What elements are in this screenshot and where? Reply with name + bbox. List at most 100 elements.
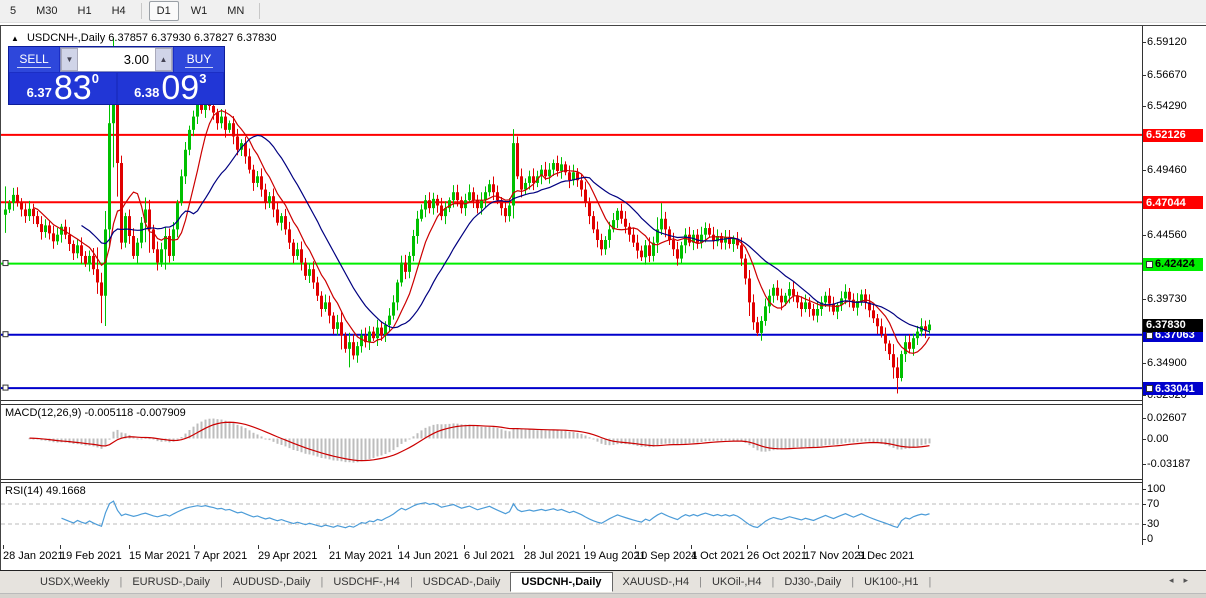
chart-ohlc-values: 6.37857 6.37930 6.37827 6.37830: [108, 32, 277, 44]
rsi-tick: 100: [1147, 483, 1166, 495]
price-tick-mark: [1142, 170, 1146, 172]
price-tick-mark: [1142, 299, 1146, 301]
price-tick-mark: [1142, 106, 1146, 108]
buy-price[interactable]: 6.38 09 3: [117, 71, 223, 105]
chart-tab-usdcad-daily[interactable]: USDCAD-,Daily: [422, 576, 501, 588]
sell-price[interactable]: 6.37 83 0: [10, 71, 116, 105]
date-tick-mark: [129, 545, 130, 549]
chart-tab-usdx-weekly[interactable]: USDX,Weekly: [40, 576, 110, 588]
panel-divider: [1, 482, 1142, 483]
chart-tab-xauusd-h4[interactable]: XAUUSD-,H4: [622, 576, 690, 588]
date-label: 19 Feb 2021: [60, 550, 122, 562]
tab-separator: |: [409, 576, 413, 588]
tab-separator: |: [928, 576, 932, 588]
rsi-tick-mark: [1142, 524, 1146, 525]
price-tick-mark: [1142, 42, 1146, 43]
volume-up-button[interactable]: ▲: [155, 48, 172, 71]
macd-tick: -0.03187: [1147, 457, 1191, 470]
date-tick-mark: [398, 545, 399, 549]
price-tick: 6.34900: [1147, 357, 1187, 370]
macd-tick: 0.00: [1147, 432, 1169, 445]
date-label: 10 Sep 2021: [635, 550, 698, 562]
date-label: 4 Oct 2021: [691, 550, 745, 562]
line-handle-icon: [1146, 385, 1153, 393]
chart-tab-bar: USDX,Weekly | EURUSD-,Daily | AUDUSD-,Daily |…: [0, 571, 1206, 593]
volume-input[interactable]: 3.00: [78, 48, 155, 71]
collapse-icon[interactable]: ▲: [11, 34, 19, 43]
date-label: 29 Apr 2021: [258, 550, 318, 562]
macd-tick-mark: [1142, 463, 1146, 465]
rsi-chart[interactable]: [1, 482, 1142, 545]
chart-tab-usdcnh-daily[interactable]: USDCNH-,Daily: [510, 572, 613, 592]
timeframe-button-mn[interactable]: MN: [227, 5, 245, 17]
chart-tab-audusd-daily[interactable]: AUDUSD-,Daily: [232, 576, 311, 588]
price-axis-line: [1142, 26, 1143, 545]
line-handle-icon: [1146, 260, 1153, 268]
date-tick-mark: [747, 545, 748, 549]
tab-separator: |: [699, 576, 702, 588]
date-tick-mark: [3, 545, 4, 549]
price-tick: 6.49460: [1147, 164, 1187, 177]
hline-price-badge: 6.47044: [1143, 196, 1203, 210]
chart-symbol: USDCNH-,Daily: [26, 32, 106, 44]
macd-tick-mark: [1142, 438, 1146, 440]
date-label: 9 Dec 2021: [858, 550, 915, 562]
macd-chart[interactable]: [1, 404, 1142, 479]
chart-title: ▲ USDCNH-,Daily 6.37857 6.37930 6.37827 …: [11, 32, 277, 44]
date-label: 19 Aug 2021: [584, 550, 646, 562]
up-arrow-icon: ▲: [159, 55, 168, 64]
price-tick: 6.56670: [1147, 68, 1187, 81]
tab-separator: |: [320, 576, 324, 588]
rsi-tick: 0: [1147, 533, 1154, 545]
chart-tab-uk100-h1[interactable]: UK100-,H1: [864, 576, 919, 588]
panel-divider: [1, 479, 1142, 480]
date-tick-mark: [804, 545, 805, 549]
date-label: 17 Nov 2021: [804, 550, 867, 562]
sell-button[interactable]: SELL: [9, 47, 59, 72]
price-tick-mark: [1142, 74, 1146, 76]
buy-button[interactable]: BUY: [174, 47, 224, 72]
chart-tab-dj30-daily[interactable]: DJ30-,Daily: [784, 576, 842, 588]
date-label: 7 Apr 2021: [194, 550, 248, 562]
rsi-label: RSI(14) 49.1668: [5, 485, 86, 497]
date-label: 6 Jul 2021: [464, 550, 515, 562]
price-tick-mark: [1142, 363, 1146, 365]
rsi-tick: 70: [1147, 498, 1160, 510]
date-label: 28 Jan 2021: [3, 550, 64, 562]
panel-divider: [1, 400, 1142, 401]
one-click-trade-widget: SELL ▼ 3.00 ▲ BUY 6.37 83 0 6.38 09 3: [8, 46, 225, 105]
chart-tab-ukoil-h4[interactable]: UKOil-,H4: [711, 576, 762, 588]
tab-separator: |: [219, 576, 223, 588]
date-tick-mark: [464, 545, 465, 549]
date-tick-mark: [691, 545, 692, 549]
chart-tab-eurusd-daily[interactable]: EURUSD-,Daily: [132, 576, 210, 588]
timeframe-button-d1[interactable]: D1: [148, 1, 179, 21]
down-arrow-icon: ▼: [65, 55, 74, 64]
tab-separator: |: [119, 576, 123, 588]
price-tick-mark: [1142, 235, 1146, 237]
timeframe-button-h1[interactable]: H1: [77, 5, 92, 17]
volume-down-button[interactable]: ▼: [61, 48, 78, 71]
timeframe-button-h4[interactable]: H4: [111, 5, 126, 17]
date-tick-mark: [524, 545, 525, 549]
tab-separator: |: [771, 576, 775, 588]
timeframe-button-5[interactable]: 5: [10, 5, 17, 17]
date-label: 21 May 2021: [329, 550, 393, 562]
timeframe-button-w1[interactable]: W1: [190, 5, 208, 17]
timeframe-toolbar: 5 M30 H1 H4 D1 W1 MN: [0, 0, 1206, 23]
timeframe-button-m30[interactable]: M30: [36, 5, 58, 17]
candlestick-chart[interactable]: [1, 26, 1142, 400]
panel-divider: [1, 404, 1142, 405]
chart-window: ▲ USDCNH-,Daily 6.37857 6.37930 6.37827 …: [0, 25, 1206, 571]
hline-price-badge: 6.33041: [1143, 382, 1203, 396]
rsi-tick-mark: [1142, 504, 1146, 505]
chart-tab-usdchf-h4[interactable]: USDCHF-,H4: [333, 576, 400, 588]
date-tick-mark: [635, 545, 636, 549]
tab-separator: |: [851, 576, 855, 588]
price-tick: 6.59120: [1147, 36, 1187, 48]
volume-spinner: ▼ 3.00 ▲: [60, 47, 173, 72]
status-strip: [0, 593, 1206, 598]
tab-scroll-arrows[interactable]: ◂▸: [1168, 575, 1198, 585]
hline-price-badge: 6.52126: [1143, 128, 1203, 142]
price-tick: 6.39730: [1147, 293, 1187, 306]
